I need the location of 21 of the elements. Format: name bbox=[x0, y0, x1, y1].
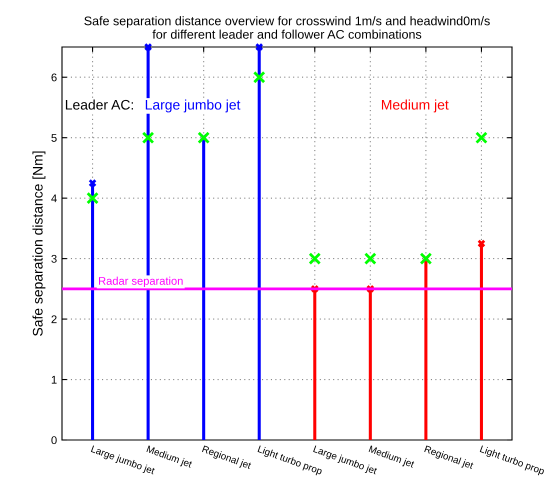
annotation: Leader AC: bbox=[66, 99, 134, 110]
ref-line-label: Radar separation bbox=[99, 276, 183, 288]
point bbox=[308, 252, 322, 265]
y-tick-label: 3 bbox=[51, 254, 57, 263]
y-tick-label: 1 bbox=[52, 376, 57, 384]
x-tick-label: Light turbo prop bbox=[479, 445, 546, 477]
text: Large jumbo jet bbox=[146, 99, 240, 112]
y-tick-label: 2 bbox=[52, 315, 57, 324]
chart-title: Safe separation distance overview for crosswind 1m/s and headwind0m/s for different leader and follower AC combinations bbox=[84, 16, 490, 39]
y-tick-label: 6 bbox=[52, 74, 57, 82]
y-tick-label: 4 bbox=[51, 194, 57, 202]
y-tick-label: 5 bbox=[51, 134, 57, 142]
point bbox=[364, 252, 377, 265]
point bbox=[86, 192, 99, 204]
y-tick-label: 0 bbox=[51, 436, 57, 444]
y-axis-title: Safe separation distance [Nm] bbox=[32, 151, 46, 336]
text: Medium jet bbox=[382, 99, 449, 112]
point bbox=[197, 131, 210, 144]
point bbox=[475, 131, 488, 144]
point bbox=[252, 70, 266, 84]
point bbox=[142, 131, 154, 144]
